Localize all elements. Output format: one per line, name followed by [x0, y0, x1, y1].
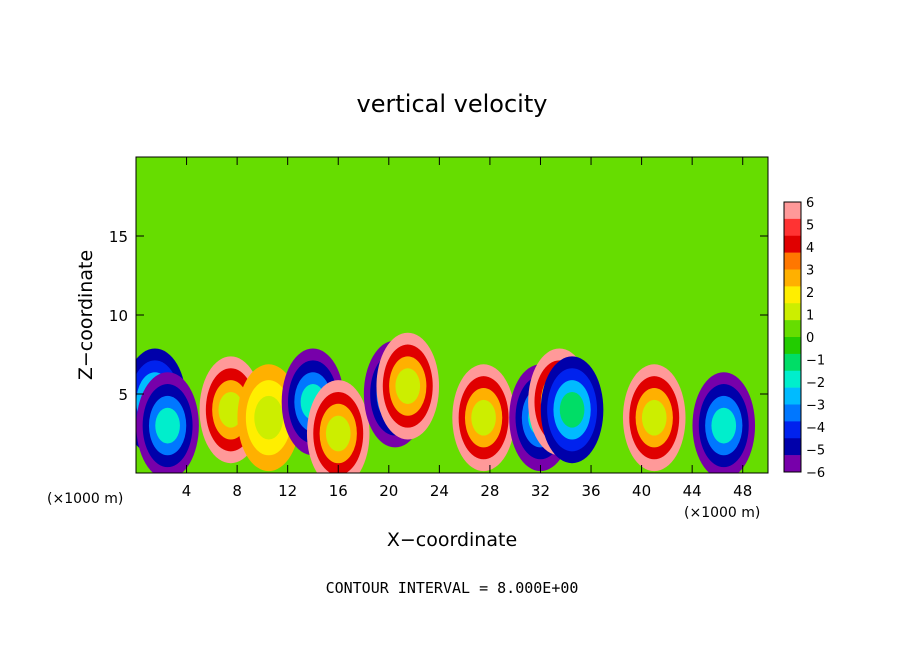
colorbar-tick-label: 3 — [806, 264, 814, 279]
x-unit-label-left: (×1000 m) — [47, 491, 123, 507]
velocity-cell — [540, 356, 604, 464]
colorbar-segment — [784, 202, 801, 220]
colorbar-tick-label: −1 — [806, 354, 825, 369]
colorbar-segment — [784, 438, 801, 456]
x-unit-label-right: (×1000 m) — [684, 505, 760, 521]
colorbar-tick-label: 5 — [806, 219, 814, 234]
colorbar-tick-label: 4 — [806, 241, 814, 256]
colorbar-frame — [783, 201, 802, 473]
y-axis-label: Z−coordinate — [75, 250, 97, 380]
colorbar-tick-label: 1 — [806, 309, 814, 324]
colorbar-tick-label: −2 — [806, 376, 825, 391]
x-tick-label: 12 — [278, 482, 297, 500]
plot-area — [136, 157, 768, 473]
x-axis-label: X−coordinate — [387, 529, 517, 551]
velocity-cell — [306, 380, 370, 473]
y-axis: 5 10 15 — [109, 228, 768, 404]
y-tick-label: 5 — [118, 386, 128, 404]
colorbar-segment — [784, 421, 801, 439]
velocity-cell — [376, 332, 440, 440]
colorbar-tick-label: 6 — [806, 196, 814, 211]
colorbar-segment — [784, 337, 801, 355]
x-tick-label: 24 — [430, 482, 449, 500]
colorbar-segment — [784, 303, 801, 321]
contour-interval-footer: CONTOUR INTERVAL = 8.000E+00 — [326, 579, 579, 597]
colorbar-segment — [784, 235, 801, 253]
colorbar-tick-label: −4 — [806, 421, 825, 436]
x-tick-label: 32 — [531, 482, 550, 500]
colorbar-segment — [784, 404, 801, 422]
colorbar-segment — [784, 353, 801, 372]
colorbar-tick-label: −3 — [806, 399, 825, 414]
colorbar-segment — [784, 252, 801, 270]
x-tick-label: 28 — [480, 482, 499, 500]
y-tick-label: 10 — [109, 307, 128, 325]
colorbar-segment — [784, 387, 801, 405]
colorbar-tick-label: 0 — [806, 331, 814, 346]
x-tick-label: 4 — [182, 482, 192, 500]
velocity-cell — [136, 372, 199, 473]
colorbar-tick-label: 2 — [806, 286, 814, 301]
colorbar-segment — [784, 455, 801, 473]
colorbar-segment — [784, 218, 801, 237]
colorbar-segment — [784, 320, 801, 338]
x-tick-label: 20 — [379, 482, 398, 500]
velocity-cell — [692, 372, 756, 473]
x-axis: 4 8 12 16 20 24 28 32 36 40 44 48 — [182, 157, 752, 500]
colorbar: 6 5 4 3 2 1 0 −1 −2 −3 −4 −5 −6 — [783, 196, 825, 481]
colorbar-segment — [784, 286, 801, 304]
x-tick-label: 48 — [733, 482, 752, 500]
x-tick-label: 40 — [632, 482, 651, 500]
x-tick-label: 44 — [683, 482, 702, 500]
velocity-cell — [452, 364, 515, 472]
velocity-cell — [622, 364, 686, 472]
colorbar-tick-label: −5 — [806, 444, 825, 459]
colorbar-segment — [784, 269, 801, 287]
x-tick-label: 36 — [581, 482, 600, 500]
colorbar-segment — [784, 370, 801, 388]
x-tick-label: 8 — [232, 482, 242, 500]
velocity-cell — [237, 364, 300, 472]
y-tick-label: 15 — [109, 228, 128, 246]
x-tick-label: 16 — [329, 482, 348, 500]
chart-title: vertical velocity — [357, 90, 548, 118]
colorbar-tick-label: −6 — [806, 466, 825, 481]
